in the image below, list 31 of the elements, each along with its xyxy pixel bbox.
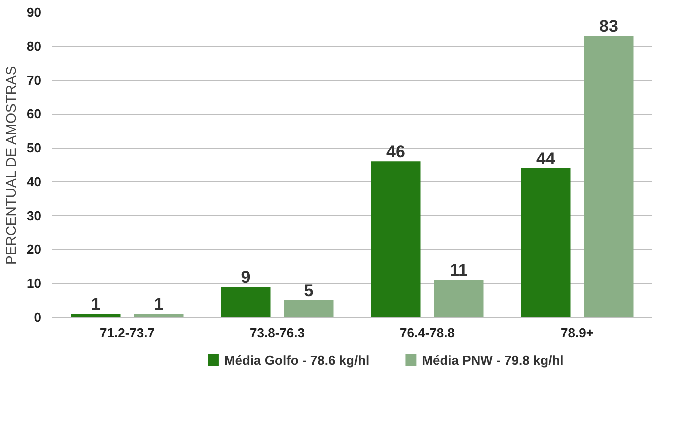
- bar: [221, 287, 271, 318]
- legend-label: Média PNW - 79.8 kg/hl: [422, 353, 564, 368]
- data-label: 9: [241, 268, 251, 287]
- y-tick-label: 40: [27, 174, 42, 190]
- x-tick-label: 78.9+: [561, 326, 594, 340]
- bar: [521, 168, 571, 318]
- x-tick-label: 73.8-76.3: [250, 326, 305, 340]
- x-tick-label: 71.2-73.7: [100, 326, 155, 340]
- y-tick-label: 0: [34, 310, 42, 325]
- data-label: 1: [154, 295, 164, 314]
- data-label: 46: [386, 142, 406, 162]
- y-tick-label: 10: [27, 276, 42, 292]
- y-tick-label: 60: [27, 106, 42, 122]
- bar: [284, 300, 334, 318]
- bar: [371, 162, 421, 318]
- y-tick-label: 20: [27, 242, 42, 258]
- legend-label: Média Golfo - 78.6 kg/hl: [224, 353, 370, 368]
- y-axis-title: PERCENTUAL DE AMOSTRAS: [3, 66, 20, 265]
- data-label: 11: [450, 261, 468, 280]
- data-label: 44: [536, 149, 556, 168]
- data-label: 83: [600, 17, 618, 36]
- data-label: 1: [91, 295, 101, 314]
- bar: [434, 280, 484, 318]
- bar: [584, 36, 634, 318]
- y-tick-label: 30: [27, 208, 42, 224]
- y-tick-label: 80: [27, 38, 42, 54]
- y-tick-label: 50: [27, 140, 42, 156]
- y-tick-label: 70: [27, 72, 42, 88]
- data-label: 5: [304, 282, 314, 301]
- y-tick-label: 90: [27, 5, 42, 20]
- x-tick-label: 76.4-78.8: [400, 326, 455, 340]
